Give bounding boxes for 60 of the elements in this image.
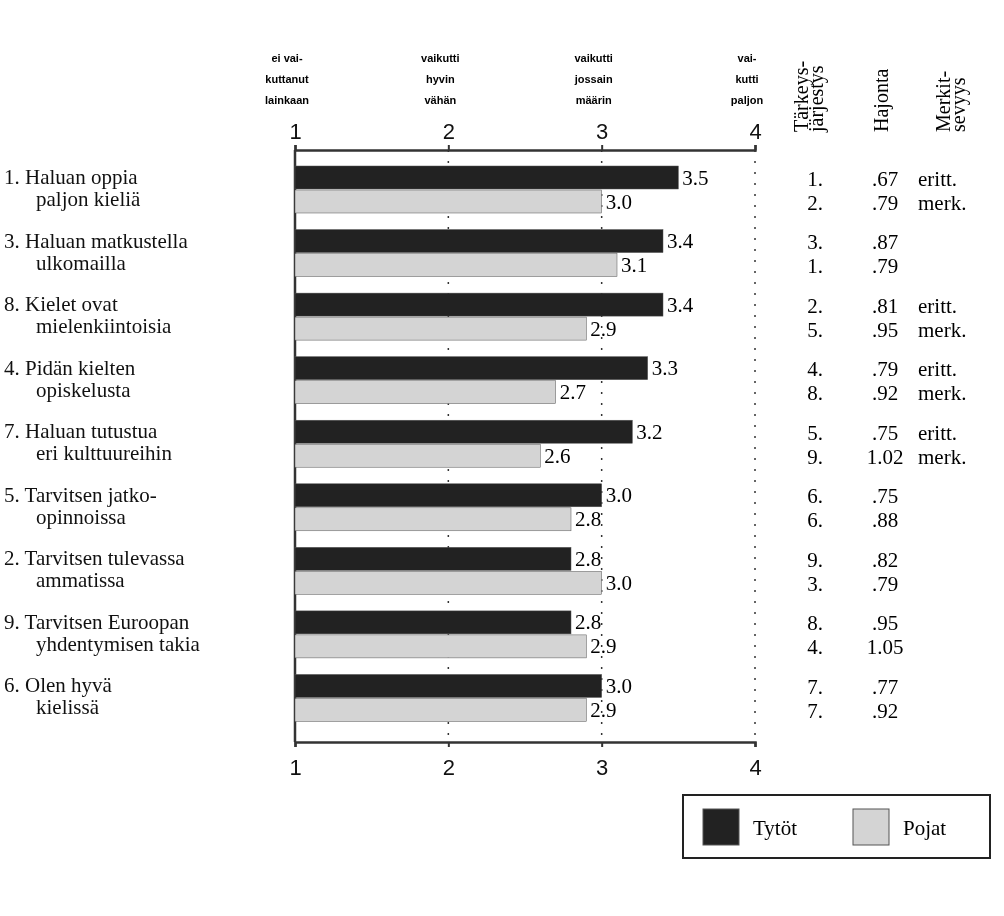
x2-tick-label: 1: [289, 754, 302, 780]
data-label: 3.5: [682, 165, 709, 190]
data-label: 3.0: [605, 570, 632, 595]
text: 7. .77: [807, 674, 899, 699]
text: 4. 1.05: [807, 635, 904, 660]
text: ei vai- kuttanut lainkaan: [264, 52, 310, 106]
text: 6. .75: [807, 484, 899, 509]
y-tick-label: 3. Haluan matkustella ulkomailla: [4, 228, 189, 275]
text: 6. .88: [807, 508, 899, 533]
data-label: 2.8: [575, 507, 602, 532]
x2-tick-label: 4: [749, 754, 762, 780]
text: 5. .95 merk.: [807, 317, 967, 342]
data-label: 2.9: [590, 316, 617, 341]
data-label: 2.8: [575, 546, 602, 571]
y-tick-label: 6. Olen hyvä kielissä: [4, 673, 113, 720]
data-label: 3.0: [605, 673, 632, 698]
text: 4. .79 eritt.: [807, 357, 958, 382]
text: Tärkeys- järjestys Hajonta Merkit- sevyys: [790, 60, 969, 132]
text: 3. .79: [807, 571, 899, 596]
legend-label: Pojat: [903, 816, 947, 840]
x2-tick-label: 3: [596, 754, 609, 780]
text: vaikutti hyvin vähän: [421, 52, 460, 106]
x2-tick-label: 2: [442, 754, 455, 780]
x-tick-label: 4: [749, 119, 762, 144]
text: 2. .79 merk.: [807, 190, 967, 215]
y-tick-label: 1. Haluan oppia paljon kieliä: [4, 165, 142, 211]
data-label: 3.0: [605, 483, 632, 508]
x-tick-label: 2: [442, 119, 455, 144]
y-tick-label: 4. Pidän kielten opiskelusta: [4, 355, 136, 402]
text: 9. 1.02 merk.: [807, 444, 967, 469]
text: 8. .92 merk.: [807, 381, 967, 406]
text: vai- kutti paljon: [730, 52, 764, 106]
text: 9. .82: [807, 547, 899, 572]
legend-label: Tytöt: [753, 816, 798, 840]
text: 2. .81 eritt.: [807, 293, 958, 318]
data-label: 2.8: [575, 610, 602, 635]
data-label: 3.1: [621, 253, 648, 278]
data-label: 2.9: [590, 697, 617, 722]
text: 3. .87: [807, 230, 899, 255]
data-label: 2.9: [590, 634, 617, 659]
data-label: 3.4: [667, 229, 694, 254]
data-label: 3.2: [636, 419, 663, 444]
text: 8. .95: [807, 611, 899, 636]
text: vaikutti jossain määrin: [573, 52, 613, 106]
y-tick-label: 2. Tarvitsen tulevassa ammatissa: [4, 546, 186, 593]
data-label: 3.0: [605, 189, 632, 214]
text: 1. .67 eritt.: [807, 166, 958, 191]
data-label: 3.4: [667, 292, 694, 317]
text: 1. .79: [807, 254, 899, 279]
y-tick-label: 5. Tarvitsen jatko- opinnoissa: [4, 482, 157, 529]
text: 7. .92: [807, 698, 899, 723]
data-label: 3.3: [651, 356, 678, 381]
text: 5. .75 eritt.: [807, 420, 958, 445]
y-tick-label: 9. Tarvitsen Euroopan yhdentymisen takia: [4, 609, 201, 656]
data-label: 2.6: [544, 443, 571, 468]
x-tick-label: 3: [596, 119, 609, 144]
data-label: 2.7: [559, 380, 586, 405]
y-tick-label: 7. Haluan tutustua eri kulttuureihin: [4, 419, 173, 466]
x-tick-label: 1: [289, 119, 302, 144]
y-tick-label: 8. Kielet ovat mielenkiintoisia: [4, 292, 172, 339]
